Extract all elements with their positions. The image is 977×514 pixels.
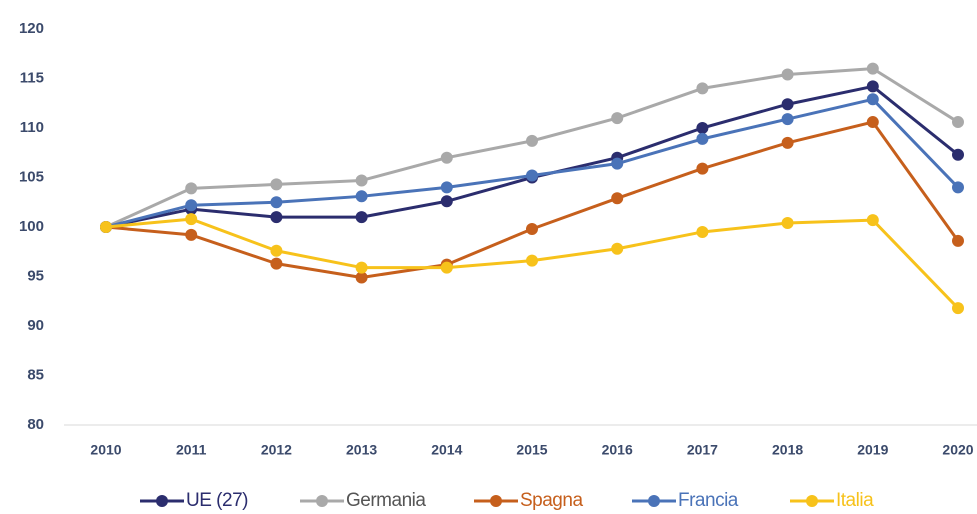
data-point <box>952 116 964 129</box>
x-tick-label: 2018 <box>772 442 803 458</box>
y-tick-label: 95 <box>27 267 44 284</box>
data-point <box>526 254 538 267</box>
legend-item: UE (27) <box>140 490 249 511</box>
y-tick-label: 90 <box>27 317 44 334</box>
x-tick-label: 2011 <box>176 442 207 458</box>
y-tick-label: 85 <box>27 366 44 383</box>
data-point <box>526 169 538 182</box>
data-point <box>100 221 112 233</box>
data-point <box>952 181 964 194</box>
data-point <box>952 302 964 315</box>
y-tick-label: 100 <box>19 218 44 235</box>
data-point <box>185 213 198 226</box>
series <box>100 93 964 233</box>
x-tick-label: 2013 <box>346 442 377 458</box>
data-point <box>185 199 198 212</box>
legend-label: Germania <box>346 490 426 511</box>
y-tick-label: 80 <box>27 416 44 433</box>
data-point <box>355 211 368 224</box>
x-tick-label: 2015 <box>516 442 547 458</box>
y-tick-label: 120 <box>19 20 44 37</box>
series-line <box>105 97 960 229</box>
legend-label: Francia <box>678 490 739 511</box>
data-point <box>440 151 453 164</box>
x-tick-label: 2019 <box>857 442 888 458</box>
data-point <box>952 234 964 247</box>
legend-label: UE (27) <box>186 490 248 511</box>
legend-marker <box>156 495 168 507</box>
legend-marker <box>648 495 660 507</box>
x-tick-label: 2016 <box>602 442 633 458</box>
data-point <box>270 244 283 257</box>
data-point <box>185 228 198 241</box>
data-point <box>781 68 794 81</box>
series-line <box>105 84 959 229</box>
legend-marker <box>490 495 502 507</box>
legend-item: Spagna <box>474 490 584 511</box>
data-point <box>526 134 538 147</box>
data-point <box>611 112 624 125</box>
data-point <box>270 211 283 224</box>
data-point <box>526 222 538 235</box>
x-tick-label: 2012 <box>261 442 292 458</box>
data-point <box>611 157 624 170</box>
data-point <box>355 190 368 203</box>
x-tick-label: 2014 <box>431 442 462 458</box>
y-tick-label: 105 <box>19 168 44 185</box>
data-point <box>270 178 283 191</box>
data-point <box>781 113 794 126</box>
data-point <box>781 217 794 230</box>
legend-marker <box>316 495 328 507</box>
data-point <box>270 196 283 209</box>
data-point <box>270 257 283 270</box>
x-tick-label: 2020 <box>942 442 973 458</box>
data-point <box>866 116 879 129</box>
data-point <box>866 62 879 75</box>
data-point <box>355 271 368 284</box>
data-point <box>440 195 453 208</box>
data-point <box>866 214 879 227</box>
data-point <box>185 182 198 195</box>
data-point <box>355 174 368 187</box>
data-point <box>696 122 709 134</box>
data-point <box>952 148 964 161</box>
data-point <box>355 261 368 274</box>
data-point <box>440 261 453 274</box>
data-point <box>866 80 879 93</box>
series <box>100 80 964 233</box>
legend-marker <box>806 495 818 507</box>
data-point <box>696 225 709 238</box>
legend-item: Germania <box>300 490 427 511</box>
data-point <box>611 192 624 205</box>
y-tick-label: 115 <box>20 69 44 86</box>
series <box>100 62 964 233</box>
data-point <box>696 162 709 175</box>
data-point <box>696 82 709 95</box>
data-point <box>866 93 879 106</box>
legend-label: Italia <box>836 490 874 511</box>
legend-item: Francia <box>632 490 739 511</box>
x-tick-label: 2010 <box>90 442 121 458</box>
data-point <box>440 181 453 194</box>
y-tick-label: 110 <box>20 119 44 136</box>
data-point <box>696 132 709 145</box>
legend-label: Spagna <box>520 490 583 511</box>
series <box>100 213 964 315</box>
legend-item: Italia <box>790 490 875 511</box>
data-point <box>611 242 624 255</box>
x-tick-label: 2017 <box>687 442 718 458</box>
data-point <box>781 136 794 149</box>
data-point <box>781 98 794 111</box>
